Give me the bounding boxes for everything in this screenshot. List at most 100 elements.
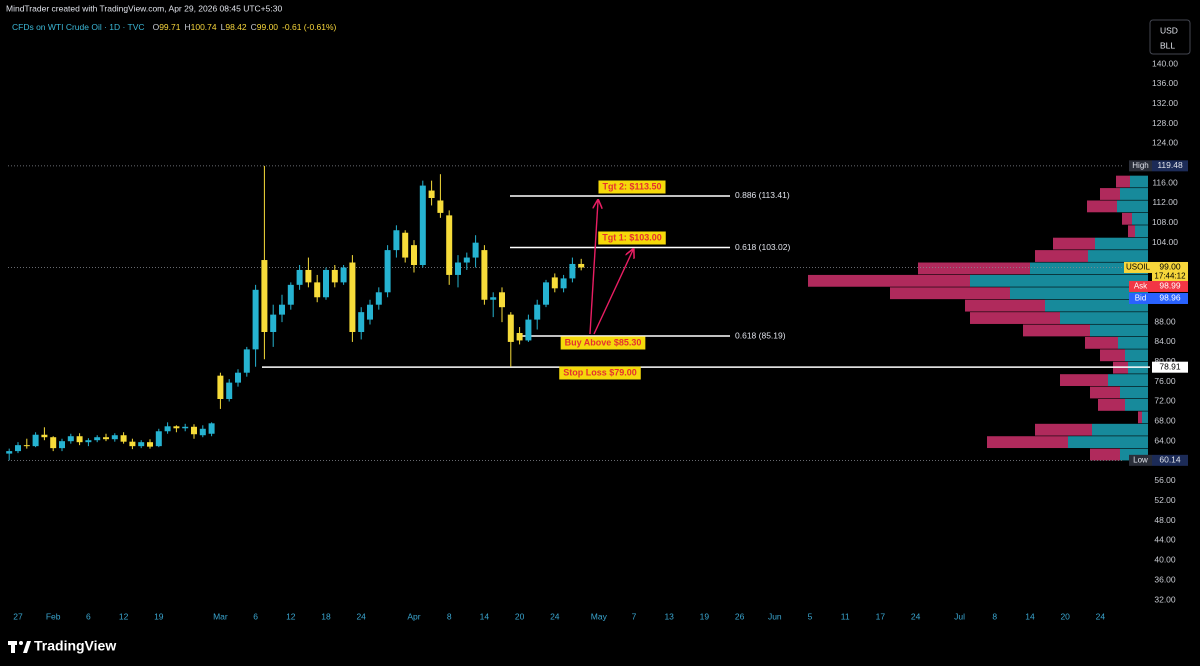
volume-down xyxy=(1053,237,1095,250)
annotation-text: Buy Above $85.30 xyxy=(565,337,642,347)
volume-up xyxy=(1125,349,1148,362)
x-tick-label: May xyxy=(591,611,608,621)
candle-body xyxy=(129,441,136,447)
y-tick-label: 36.00 xyxy=(1154,574,1176,584)
volume-up xyxy=(1125,399,1148,411)
candle-body xyxy=(323,269,329,298)
volume-down xyxy=(970,312,1060,324)
volume-up xyxy=(1132,212,1148,225)
volume-down xyxy=(1090,386,1120,399)
candle-body xyxy=(481,250,488,300)
candle-body xyxy=(50,437,57,449)
x-tick-label: 18 xyxy=(321,611,331,621)
candle-body xyxy=(270,314,277,332)
volume-down xyxy=(1035,250,1088,262)
x-tick-label: 24 xyxy=(1096,611,1106,621)
y-tick-label: 140.00 xyxy=(1152,58,1178,68)
x-tick-label: 19 xyxy=(154,611,164,621)
annotation-box xyxy=(559,366,641,380)
volume-down xyxy=(1090,448,1120,461)
y-tick-label: 112.00 xyxy=(1152,197,1178,207)
price-label-name: USOIL xyxy=(1126,263,1151,272)
volume-up xyxy=(1068,436,1148,449)
price-label-box xyxy=(1152,454,1188,466)
price-label-value: 78.91 xyxy=(1159,361,1181,371)
volume-up xyxy=(1120,448,1148,461)
price-label-name: High xyxy=(1132,161,1148,170)
price-label-box xyxy=(1152,292,1188,304)
y-tick-label: 32.00 xyxy=(1154,594,1176,604)
x-tick-label: 12 xyxy=(119,611,129,621)
x-tick-label: Mar xyxy=(213,611,228,621)
candle-body xyxy=(375,292,382,305)
candle-body xyxy=(182,426,189,429)
footer-brand: TradingView xyxy=(34,638,116,654)
candle-body xyxy=(103,437,109,440)
volume-down xyxy=(1122,212,1132,225)
legend-key: C xyxy=(251,22,257,32)
unit: BLL xyxy=(1160,40,1175,50)
volume-down xyxy=(987,436,1068,449)
x-tick-label: 14 xyxy=(1025,611,1035,621)
candle-body xyxy=(525,319,532,341)
candle-body xyxy=(296,269,303,285)
candle-body xyxy=(463,257,470,263)
candle-body xyxy=(279,304,285,315)
price-label-name-box xyxy=(1129,292,1152,304)
candle-body xyxy=(59,441,65,449)
volume-up xyxy=(1135,225,1148,238)
y-tick-label: 64.00 xyxy=(1154,435,1176,445)
candle-body xyxy=(384,250,391,293)
candle-body xyxy=(173,426,180,429)
x-tick-label: Apr xyxy=(407,611,420,621)
y-tick-label: 40.00 xyxy=(1154,555,1176,565)
volume-up xyxy=(1088,250,1148,262)
candle-body xyxy=(560,278,567,289)
candle-body xyxy=(543,282,549,305)
currency-box[interactable] xyxy=(1149,19,1191,55)
candle-body xyxy=(578,263,585,268)
x-tick-label: 26 xyxy=(735,611,745,621)
x-tick-label: 19 xyxy=(700,611,710,621)
legend-value: 99.71 xyxy=(159,22,181,32)
price-label-value: 99.00 xyxy=(1159,262,1181,272)
time-axis: 27 Feb 6 12 19 Mar 6 12 18 24 Apr 8 14 20 24 May 7 13 19 26… xyxy=(13,611,1105,621)
volume-up xyxy=(1118,336,1148,349)
candle-body xyxy=(402,232,409,258)
y-tick-label: 84.00 xyxy=(1154,336,1176,346)
candle-body xyxy=(419,185,426,265)
volume-up xyxy=(1090,324,1148,337)
x-tick-label: 12 xyxy=(286,611,296,621)
volume-up xyxy=(1117,200,1148,213)
y-tick-label: 132.00 xyxy=(1152,98,1178,108)
candle-body xyxy=(155,431,162,447)
volume-down xyxy=(1128,225,1135,238)
x-tick-label: 20 xyxy=(1060,611,1070,621)
annotation-box xyxy=(598,231,666,245)
candle-body xyxy=(32,434,39,447)
price-label-value: 98.99 xyxy=(1159,281,1181,291)
volume-down xyxy=(1100,188,1120,200)
fib-label: 0.618 (103.02) xyxy=(735,242,790,252)
x-tick-label: 20 xyxy=(515,611,525,621)
x-tick-label: 27 xyxy=(13,611,23,621)
candle-body xyxy=(147,442,153,447)
volume-up xyxy=(1045,299,1148,312)
y-tick-label: 124.00 xyxy=(1152,138,1178,148)
candle-body xyxy=(120,435,127,442)
volume-up xyxy=(1130,175,1148,188)
candle-body xyxy=(393,230,400,251)
x-tick-label: 5 xyxy=(808,611,813,621)
legend-key: O xyxy=(153,22,160,32)
volume-down xyxy=(965,299,1045,312)
legend-title: CFDs on WTI Crude Oil · 1D · TVC xyxy=(12,22,145,32)
candle-body xyxy=(358,312,365,332)
volume-up xyxy=(970,274,1148,287)
candle-body xyxy=(235,372,241,383)
candle-body xyxy=(252,289,259,350)
volume-down xyxy=(1098,399,1125,411)
price-label-name-box xyxy=(1129,280,1152,292)
legend-value: 99.00 xyxy=(257,22,279,32)
candle-body xyxy=(516,332,523,341)
